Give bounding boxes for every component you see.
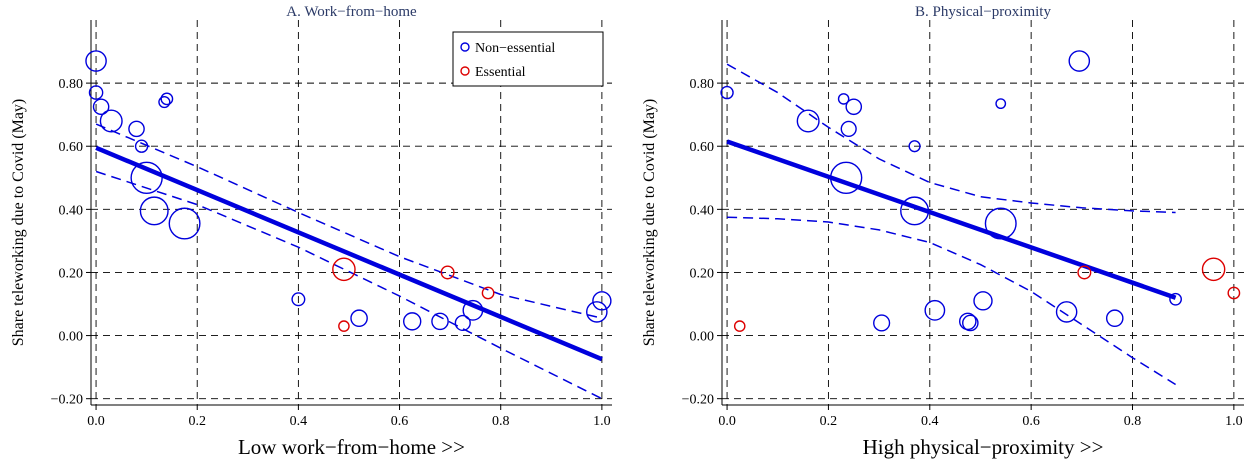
scatter-point-non-essential [160, 92, 174, 106]
scatter-point-non-essential [973, 291, 993, 311]
legend-box [452, 31, 604, 87]
scatter-point-non-essential [1105, 309, 1124, 328]
fit-line [95, 145, 603, 362]
x-tick-label: 0.6 [1022, 414, 1040, 429]
panel-work-from-home: 0.0 0.2 0.4 0.6 0.8 1.0 −0.20 0.00 0.20 0.40 0.60 0… [10, 4, 612, 459]
scatter-point-essential [338, 320, 350, 332]
scatter-point-non-essential [900, 196, 930, 226]
scatter-point-non-essential [128, 120, 145, 138]
scatter-point-non-essential [984, 207, 1017, 240]
ci-lower-line [95, 170, 603, 400]
scatter-point-non-essential [796, 109, 820, 133]
scatter-point-non-essential [454, 314, 471, 332]
x-axis-label: High physical−proximity >> [863, 435, 1104, 459]
x-tick-label: 0.4 [921, 414, 939, 429]
scatter-point-non-essential [139, 196, 169, 226]
legend-label: Non−essential [475, 41, 555, 56]
scatter-point-non-essential [845, 98, 863, 116]
y-tick-label: 0.00 [690, 330, 715, 345]
scatter-point-non-essential [158, 95, 171, 109]
y-tick-label: 0.80 [690, 77, 715, 92]
scatter-point-non-essential [837, 93, 850, 105]
scatter-point-essential [1201, 257, 1226, 282]
scatter-point-non-essential [402, 312, 422, 331]
y-tick-label: −0.20 [682, 393, 714, 408]
panel-physical-proximity: 0.0 0.2 0.4 0.6 0.8 1.0 −0.20 0.00 0.20 0.40 0.60 0… [641, 4, 1244, 459]
x-tick-label: 0.6 [391, 414, 409, 429]
scatter-point-non-essential [1169, 292, 1182, 306]
ci-upper-line [95, 123, 603, 319]
scatter-point-essential [481, 286, 495, 300]
scatter-point-essential [332, 257, 356, 282]
y-tick-label: 0.20 [59, 266, 84, 281]
y-axis-label: Share teleworking due to Covid (May) [10, 99, 27, 347]
legend-marker [460, 42, 470, 52]
fit-line [726, 139, 1177, 300]
scatter-point-non-essential [720, 85, 734, 100]
scatter-point-non-essential [995, 98, 1007, 110]
scatter-point-non-essential [924, 299, 946, 321]
scatter-point-essential [1077, 265, 1092, 280]
scatter-point-non-essential [130, 161, 163, 194]
x-tick-label: 0.2 [188, 414, 206, 429]
y-tick-label: 0.40 [59, 203, 84, 218]
legend-marker [460, 66, 470, 76]
scatter-point-non-essential [908, 140, 921, 153]
y-tick-label: 0.80 [59, 77, 84, 92]
x-tick-label: 0.2 [820, 414, 838, 429]
scatter-point-non-essential [1055, 301, 1078, 323]
scatter-point-essential [1227, 286, 1241, 300]
scatter-point-non-essential [462, 299, 484, 321]
scatter-point-non-essential [873, 314, 891, 332]
scatter-point-essential [440, 265, 455, 280]
x-tick-label: 0.4 [290, 414, 308, 429]
y-tick-label: 0.60 [59, 140, 84, 155]
scatter-point-non-essential [586, 301, 608, 323]
y-tick-label: 0.60 [690, 140, 715, 155]
scatter-point-non-essential [92, 98, 110, 116]
x-tick-label: 1.0 [1225, 414, 1243, 429]
scatter-point-non-essential [592, 291, 612, 311]
scatter-point-non-essential [962, 314, 979, 332]
scatter-point-non-essential [291, 292, 306, 307]
scatter-point-non-essential [1068, 50, 1091, 72]
ci-upper-line [726, 63, 1176, 214]
y-tick-label: 0.40 [690, 203, 715, 218]
y-tick-label: 0.20 [690, 266, 715, 281]
x-tick-label: 1.0 [593, 414, 611, 429]
x-tick-label: 0.8 [492, 414, 510, 429]
x-axis-label: Low work−from−home >> [238, 435, 465, 459]
x-tick-label: 0.8 [1124, 414, 1142, 429]
scatter-point-non-essential [134, 139, 149, 153]
scatter-point-non-essential [431, 312, 449, 331]
scatter-point-non-essential [350, 309, 368, 328]
scatter-point-non-essential [840, 120, 857, 137]
x-tick-label: 0.0 [87, 414, 105, 429]
y-axis-label: Share teleworking due to Covid (May) [641, 99, 658, 347]
ci-lower-line [727, 216, 1176, 386]
y-tick-label: 0.00 [59, 330, 84, 345]
scatter-point-non-essential [99, 109, 123, 133]
scatter-point-non-essential [829, 161, 863, 194]
chart-title: B. Physical−proximity [915, 4, 1051, 20]
y-tick-label: −0.20 [51, 393, 83, 408]
scatter-point-non-essential [168, 207, 201, 240]
scatter-point-non-essential [85, 50, 107, 72]
scatter-point-essential [733, 320, 746, 332]
legend-label: Essential [475, 65, 526, 80]
x-tick-label: 0.0 [718, 414, 736, 429]
chart-title: A. Work−from−home [286, 4, 417, 20]
scatter-point-non-essential [88, 85, 104, 100]
